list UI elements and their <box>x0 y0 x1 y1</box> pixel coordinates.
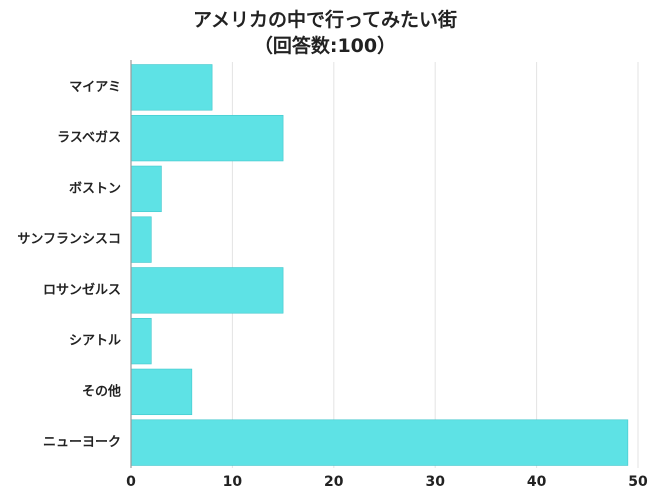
bar-0 <box>130 64 213 111</box>
x-tick-label-50: 50 <box>628 474 648 488</box>
chart-subtitle: （回答数:100） <box>253 34 397 57</box>
bar-4 <box>130 267 284 314</box>
x-tick-label-40: 40 <box>527 474 547 488</box>
x-tick-label-30: 30 <box>425 474 445 488</box>
category-label-3: サンフランシスコ <box>17 232 121 247</box>
bar-6 <box>130 368 193 416</box>
bar-2 <box>130 165 162 213</box>
category-label-6: その他 <box>82 383 121 399</box>
x-tick-label-10: 10 <box>223 474 243 488</box>
chart-title: アメリカの中で行ってみたい街 <box>192 9 458 31</box>
bar-3 <box>130 216 152 263</box>
x-tick-label-20: 20 <box>324 474 344 488</box>
category-label-0: マイアミ <box>69 80 121 95</box>
category-label-2: ボストン <box>69 180 121 196</box>
x-tick-label-0: 0 <box>126 474 136 488</box>
bar-5 <box>130 317 152 365</box>
bar-1 <box>130 114 284 162</box>
category-label-5: シアトル <box>69 334 121 349</box>
bar-7 <box>130 419 629 466</box>
category-label-4: ロサンゼルス <box>43 282 121 298</box>
chart-title-block: アメリカの中で行ってみたい街 （回答数:100） <box>0 8 650 59</box>
category-label-1: ラスベガス <box>57 131 121 146</box>
category-label-7: ニューヨーク <box>43 435 121 450</box>
